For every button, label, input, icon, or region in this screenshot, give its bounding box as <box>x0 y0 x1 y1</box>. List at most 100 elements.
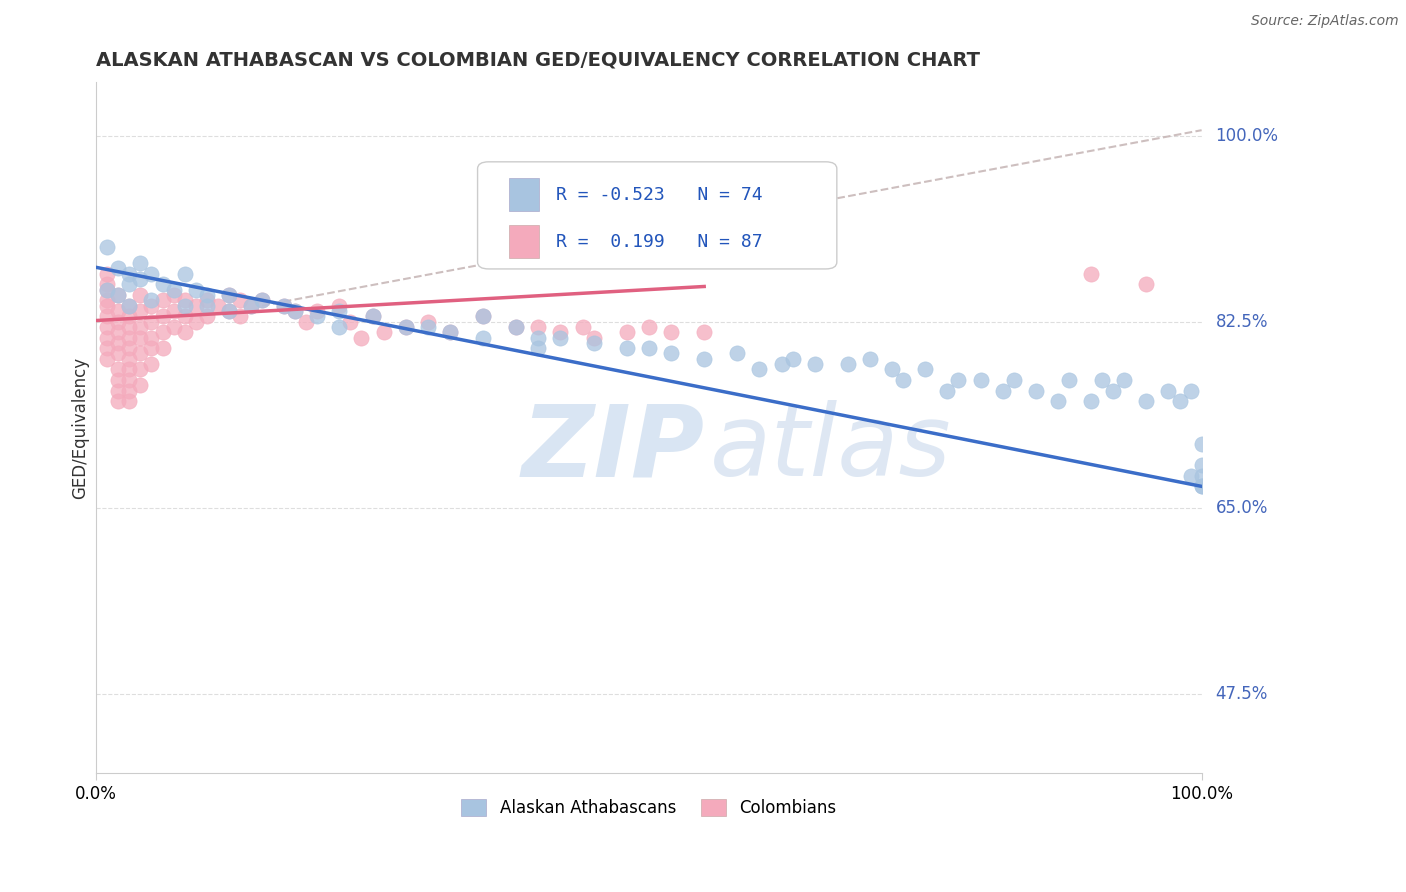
Point <box>1180 468 1202 483</box>
Y-axis label: GED/Equivalency: GED/Equivalency <box>72 357 89 499</box>
Point <box>550 330 572 344</box>
Point <box>891 373 914 387</box>
Point <box>659 346 682 360</box>
Point <box>173 293 195 308</box>
Point <box>107 325 129 339</box>
Point <box>152 325 174 339</box>
Point <box>107 373 129 387</box>
Point <box>141 267 163 281</box>
Point <box>1157 384 1180 398</box>
Point <box>173 325 195 339</box>
Point <box>250 293 273 308</box>
Point <box>273 299 295 313</box>
Point <box>1191 479 1213 493</box>
Point <box>107 315 129 329</box>
Point <box>659 325 682 339</box>
Point <box>162 288 184 302</box>
Point <box>152 341 174 355</box>
Point <box>616 325 638 339</box>
Point <box>141 299 163 313</box>
Point <box>195 288 218 302</box>
Point <box>107 394 129 409</box>
Point <box>118 299 141 313</box>
Point <box>1057 373 1080 387</box>
Point <box>273 299 295 313</box>
Point <box>118 310 141 324</box>
Point <box>96 267 118 281</box>
Point <box>129 304 152 318</box>
Point <box>307 304 329 318</box>
Point <box>141 330 163 344</box>
Point <box>550 325 572 339</box>
Point <box>582 330 605 344</box>
Point <box>859 351 882 366</box>
Point <box>118 277 141 292</box>
Point <box>693 325 716 339</box>
Point <box>118 299 141 313</box>
Point <box>505 319 527 334</box>
Point <box>439 325 461 339</box>
FancyBboxPatch shape <box>509 178 540 211</box>
Point <box>803 357 825 371</box>
Point <box>207 299 229 313</box>
Point <box>107 304 129 318</box>
Point <box>770 357 793 371</box>
Point <box>350 330 373 344</box>
Text: 65.0%: 65.0% <box>1216 499 1268 516</box>
Point <box>914 362 936 376</box>
Point <box>141 357 163 371</box>
Point <box>361 310 384 324</box>
Point <box>184 315 207 329</box>
Text: R = -0.523   N = 74: R = -0.523 N = 74 <box>555 186 762 204</box>
Text: R =  0.199   N = 87: R = 0.199 N = 87 <box>555 233 762 251</box>
Point <box>107 288 129 302</box>
FancyBboxPatch shape <box>509 225 540 258</box>
Point <box>96 351 118 366</box>
Point <box>527 330 550 344</box>
Point <box>527 341 550 355</box>
Point <box>472 310 495 324</box>
Point <box>96 283 118 297</box>
Point <box>1180 384 1202 398</box>
Point <box>129 319 152 334</box>
Point <box>96 299 118 313</box>
Point <box>107 288 129 302</box>
Point <box>1114 373 1136 387</box>
Point <box>173 299 195 313</box>
Point <box>96 341 118 355</box>
Point <box>173 267 195 281</box>
Point <box>1135 277 1157 292</box>
Point <box>571 319 593 334</box>
Point <box>129 346 152 360</box>
Point <box>118 267 141 281</box>
Point <box>1191 479 1213 493</box>
Point <box>239 299 262 313</box>
Point <box>284 304 307 318</box>
Point <box>96 330 118 344</box>
FancyBboxPatch shape <box>478 161 837 269</box>
Point <box>184 283 207 297</box>
Point <box>416 319 439 334</box>
Point <box>1046 394 1069 409</box>
Point <box>107 346 129 360</box>
Point <box>1080 267 1102 281</box>
Point <box>118 394 141 409</box>
Point <box>152 293 174 308</box>
Point <box>395 319 418 334</box>
Point <box>1091 373 1114 387</box>
Text: Source: ZipAtlas.com: Source: ZipAtlas.com <box>1251 14 1399 28</box>
Point <box>295 315 318 329</box>
Point <box>638 319 661 334</box>
Point <box>373 325 395 339</box>
Point <box>472 310 495 324</box>
Point <box>725 346 748 360</box>
Point <box>880 362 903 376</box>
Point <box>152 310 174 324</box>
Point <box>107 261 129 276</box>
Point <box>361 310 384 324</box>
Point <box>1135 394 1157 409</box>
Point <box>1080 394 1102 409</box>
Point <box>991 384 1014 398</box>
Point <box>96 293 118 308</box>
Point <box>184 299 207 313</box>
